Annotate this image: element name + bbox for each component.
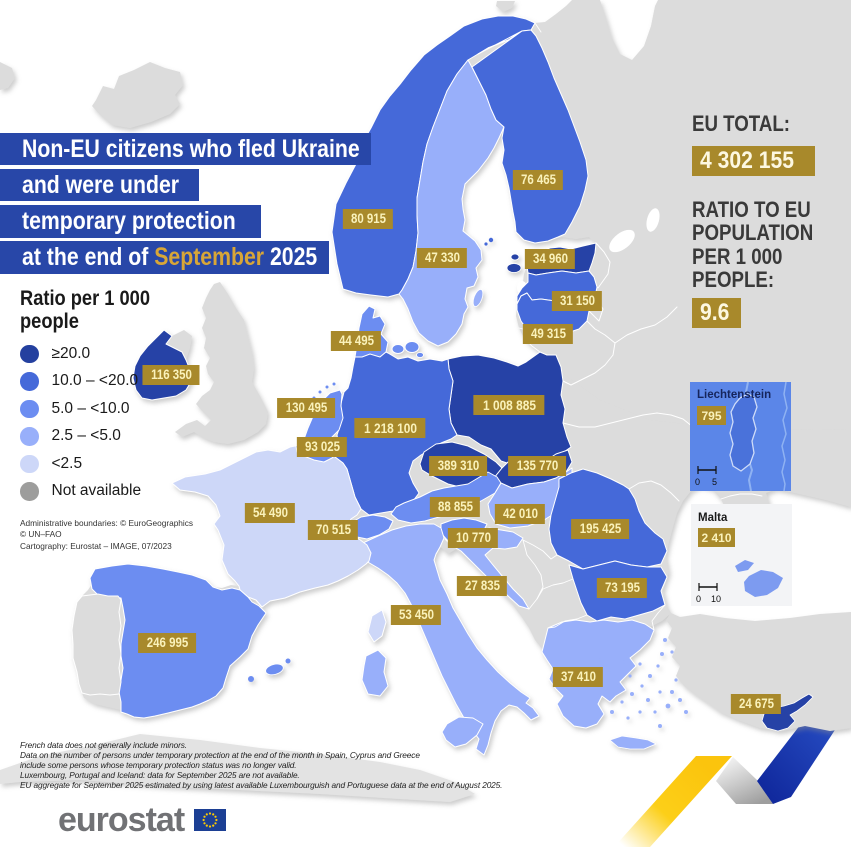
svg-text:10: 10 — [711, 594, 721, 604]
svg-text:0: 0 — [695, 477, 700, 487]
svg-text:5: 5 — [712, 477, 717, 487]
svg-text:Malta: Malta — [698, 512, 728, 524]
svg-text:795: 795 — [701, 409, 721, 423]
svg-text:0: 0 — [696, 594, 701, 604]
svg-text:Liechtenstein: Liechtenstein — [697, 389, 771, 401]
svg-text:2 410: 2 410 — [701, 531, 731, 545]
svg-text:eurostat: eurostat — [58, 801, 185, 839]
